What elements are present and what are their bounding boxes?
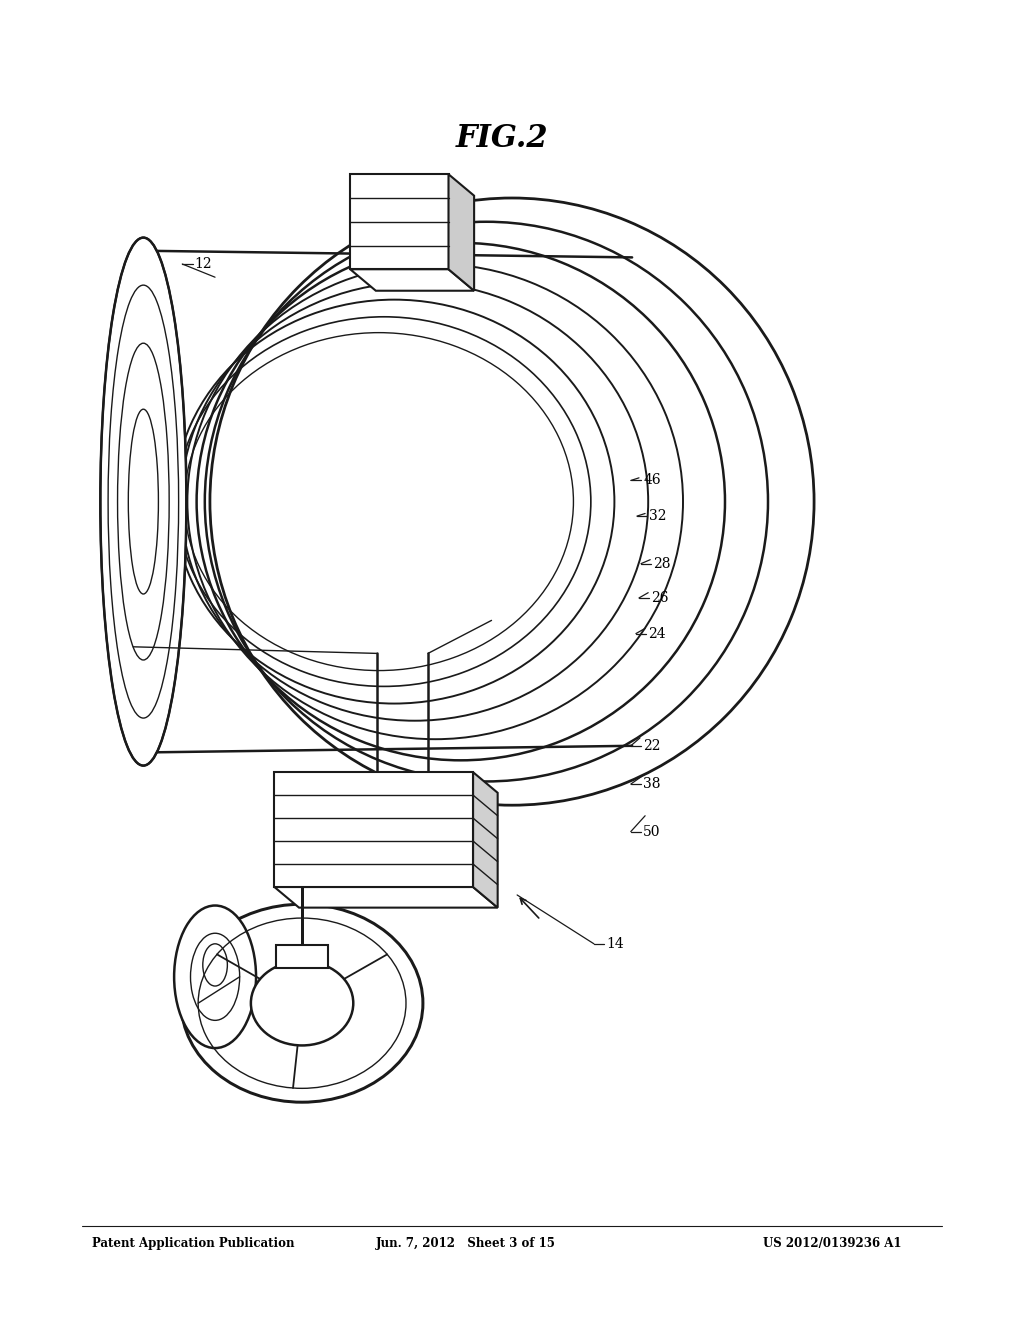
Ellipse shape: [181, 904, 423, 1102]
Polygon shape: [473, 772, 498, 908]
Text: FIG.2: FIG.2: [456, 123, 548, 154]
Ellipse shape: [100, 238, 186, 766]
Text: 38: 38: [643, 777, 660, 791]
Text: 50: 50: [643, 825, 660, 838]
Text: 28: 28: [653, 557, 671, 570]
Polygon shape: [350, 174, 449, 269]
Text: US 2012/0139236 A1: US 2012/0139236 A1: [763, 1237, 901, 1250]
Text: 12: 12: [195, 257, 212, 271]
Text: 14: 14: [606, 937, 624, 950]
Text: 24: 24: [648, 627, 666, 640]
Text: Patent Application Publication: Patent Application Publication: [92, 1237, 295, 1250]
Ellipse shape: [174, 906, 256, 1048]
Text: 22: 22: [643, 739, 660, 752]
Text: 46: 46: [643, 474, 660, 487]
Text: Jun. 7, 2012   Sheet 3 of 15: Jun. 7, 2012 Sheet 3 of 15: [376, 1237, 556, 1250]
Polygon shape: [274, 887, 498, 908]
Polygon shape: [274, 772, 473, 887]
Polygon shape: [350, 269, 474, 290]
Text: 32: 32: [649, 510, 667, 523]
Polygon shape: [276, 945, 328, 968]
Polygon shape: [449, 174, 474, 290]
Text: 26: 26: [651, 591, 669, 605]
Ellipse shape: [251, 961, 353, 1045]
